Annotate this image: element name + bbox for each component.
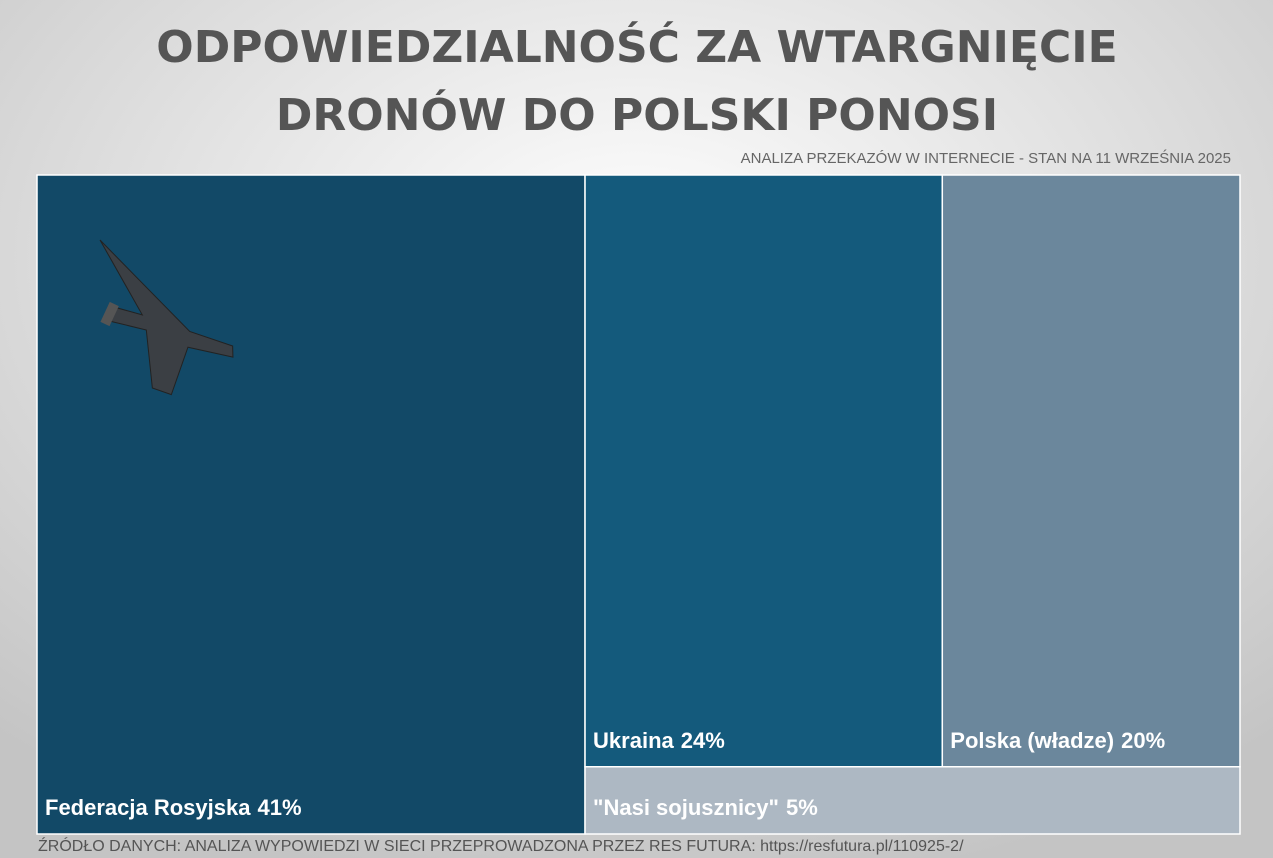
chart-title: ODPOWIEDZIALNOŚĆ ZA WTARGNIĘCIE (156, 20, 1117, 73)
source: ŹRÓDŁO DANYCH: ANALIZA WYPOWIEDZI W SIEC… (38, 836, 964, 855)
cell-label: "Nasi sojusznicy" 5% (593, 795, 818, 820)
value-label: 41% (257, 795, 301, 820)
value-label: 20% (1121, 728, 1165, 753)
chart-title: DRONÓW DO POLSKI PONOSI (276, 88, 998, 141)
cell (584, 174, 944, 768)
cell-label: Ukraina 24% (593, 728, 725, 753)
cell (941, 174, 1241, 768)
value-label: 24% (681, 728, 725, 753)
cell-label: Federacja Rosyjska 41% (45, 795, 302, 820)
category-name: Polska (władze) (950, 728, 1114, 753)
cell-label: Polska (władze) 20% (950, 728, 1165, 753)
subtitle: ANALIZA PRZEKAZÓW W INTERNECIE - STAN NA… (741, 149, 1231, 167)
category-name: "Nasi sojusznicy" (593, 795, 779, 820)
cell (584, 766, 1241, 835)
category-name: Ukraina (593, 728, 674, 753)
drone-image (99, 239, 234, 396)
treemap: Federacja Rosyjska 41% Ukraina 24% Polska (w… (36, 174, 1241, 835)
value-label: 5% (786, 795, 818, 820)
category-name: Federacja Rosyjska (45, 795, 251, 820)
